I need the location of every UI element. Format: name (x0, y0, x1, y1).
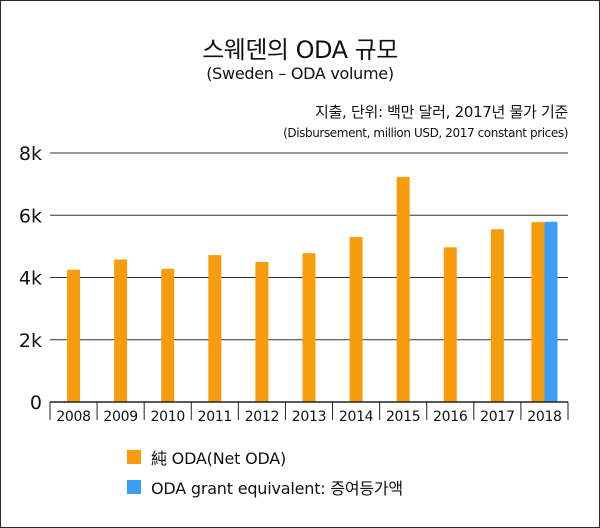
y-tick-label: 2k (19, 330, 42, 352)
x-tick-label-2015: 2015 (386, 409, 420, 425)
bar-net-oda-2009 (114, 259, 128, 402)
x-tick-label-2012: 2012 (245, 409, 279, 425)
x-tick-label-2011: 2011 (198, 409, 232, 425)
bar-net-oda-2012 (255, 261, 269, 402)
chart-title: 스웨덴의 ODA 규모 (202, 36, 398, 64)
x-tick-label-2016: 2016 (433, 409, 468, 425)
unit-note-english: (Disbursement, million USD, 2017 constan… (283, 126, 568, 140)
y-tick-label: 8k (19, 143, 42, 165)
bar-net-oda-2008 (67, 269, 81, 402)
x-tick-label-2013: 2013 (292, 409, 326, 425)
unit-note-korean: 지출, 단위: 백만 달러, 2017년 물가 기준 (315, 103, 568, 121)
y-tick-label: 6k (19, 205, 42, 227)
x-tick-label-2008: 2008 (56, 409, 90, 425)
bar-net-oda-2013 (302, 253, 316, 402)
bar-net-oda-2017 (490, 229, 504, 402)
bar-net-oda-2015 (396, 176, 410, 402)
legend-swatch-net-oda (127, 450, 141, 464)
x-tick-label-2014: 2014 (339, 409, 374, 425)
legend-label-net-oda: 純 ODA(Net ODA) (151, 449, 287, 468)
x-tick-label-2017: 2017 (480, 409, 514, 425)
chart-subtitle: (Sweden – ODA volume) (206, 64, 394, 83)
bar-net-oda-2018 (531, 222, 545, 402)
y-tick-label: 0 (30, 392, 42, 414)
legend-item-grant-equivalent: ODA grant equivalent: 증여등가액 (127, 476, 403, 498)
legend-item-net-oda: 純 ODA(Net ODA) (127, 446, 286, 468)
y-tick-label: 4k (19, 268, 42, 290)
x-tick-label-2010: 2010 (151, 409, 185, 425)
bar-net-oda-2011 (208, 255, 222, 402)
bar-net-oda-2014 (349, 237, 363, 402)
x-tick-label-2018: 2018 (527, 409, 561, 425)
bar-grant-equivalent-2018 (544, 221, 558, 402)
legend-label-grant-equivalent: ODA grant equivalent: 증여등가액 (151, 479, 403, 498)
bar-net-oda-2016 (443, 247, 457, 402)
legend-swatch-grant-equivalent (127, 480, 141, 494)
bar-net-oda-2010 (161, 268, 175, 402)
x-tick-label-2009: 2009 (103, 409, 137, 425)
